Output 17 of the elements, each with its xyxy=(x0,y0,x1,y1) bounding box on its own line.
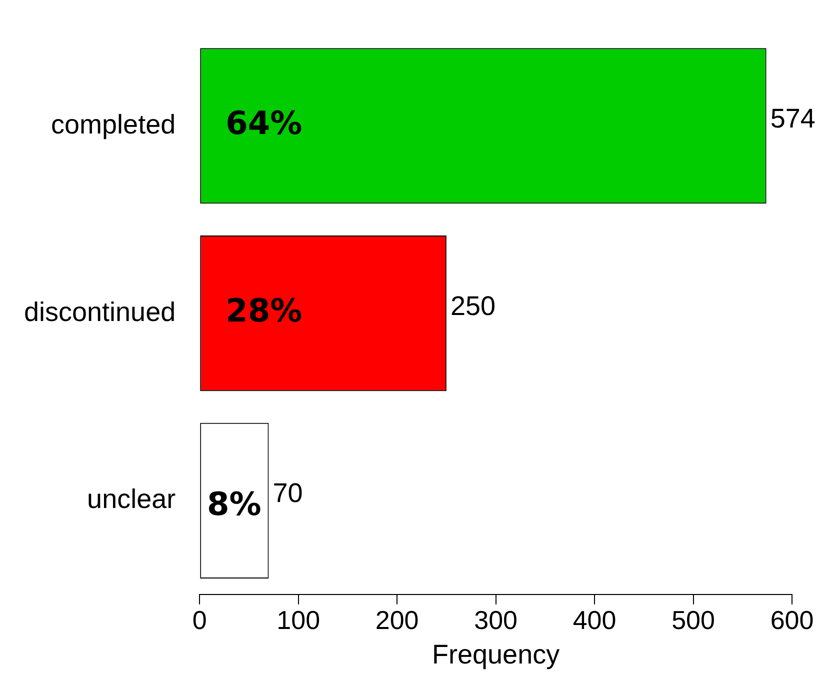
data-label: 574 xyxy=(770,103,816,134)
x-tick-label: 100 xyxy=(276,605,320,636)
data-label: 70 xyxy=(272,478,303,508)
annotation: 64% xyxy=(226,104,302,142)
y-tick-label: unclear xyxy=(87,484,176,514)
x-tick-label: 0 xyxy=(192,605,207,636)
annotation: 28% xyxy=(226,292,302,330)
x-tick-label: 600 xyxy=(770,605,814,636)
x-tick-label: 300 xyxy=(474,605,518,636)
annotation: 8% xyxy=(207,485,262,524)
x-tick-label: 400 xyxy=(572,605,616,636)
y-tick-label: completed xyxy=(51,109,176,140)
x-tick-label: 500 xyxy=(672,605,715,636)
x-tick-label: 200 xyxy=(375,605,419,636)
data-label: 250 xyxy=(450,290,496,321)
x-axis-title: Frequency xyxy=(432,639,560,670)
y-tick-label: discontinued xyxy=(24,296,176,327)
